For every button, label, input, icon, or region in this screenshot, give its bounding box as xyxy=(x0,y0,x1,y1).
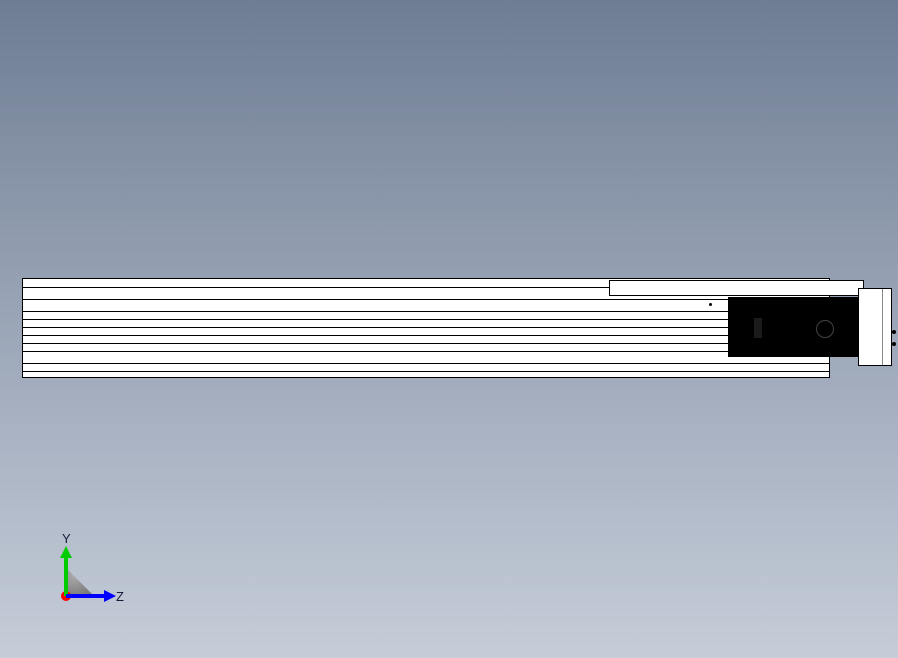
y-axis-arrow-icon xyxy=(60,546,72,558)
z-axis-label: Z xyxy=(116,589,124,604)
connector-pins xyxy=(892,330,896,354)
rail-profile-line xyxy=(23,363,829,364)
motor-housing[interactable] xyxy=(728,297,858,357)
rail-profile-line xyxy=(23,335,829,336)
reference-point xyxy=(709,303,712,306)
z-axis xyxy=(66,594,108,598)
y-axis xyxy=(64,554,68,596)
end-plate-edge xyxy=(882,289,883,365)
z-axis-arrow-icon xyxy=(104,590,116,602)
coordinate-triad[interactable]: Y Z xyxy=(50,538,120,608)
rail-profile-line xyxy=(23,299,829,300)
rail-profile-line xyxy=(23,343,829,344)
rail-profile-line xyxy=(23,311,829,312)
model-assembly[interactable] xyxy=(22,278,892,378)
carriage-block[interactable] xyxy=(609,280,864,296)
cad-viewport[interactable]: Y Z xyxy=(0,0,898,658)
rail-profile-line xyxy=(23,351,829,352)
motor-slot xyxy=(754,318,762,338)
rail-profile-line xyxy=(23,371,829,372)
rail-profile-line xyxy=(23,327,829,328)
motor-port-icon xyxy=(816,320,834,338)
pin-dot xyxy=(892,330,896,334)
y-axis-label: Y xyxy=(62,531,71,546)
rail-profile-line xyxy=(23,319,829,320)
end-plate[interactable] xyxy=(858,288,892,366)
pin-dot xyxy=(892,342,896,346)
